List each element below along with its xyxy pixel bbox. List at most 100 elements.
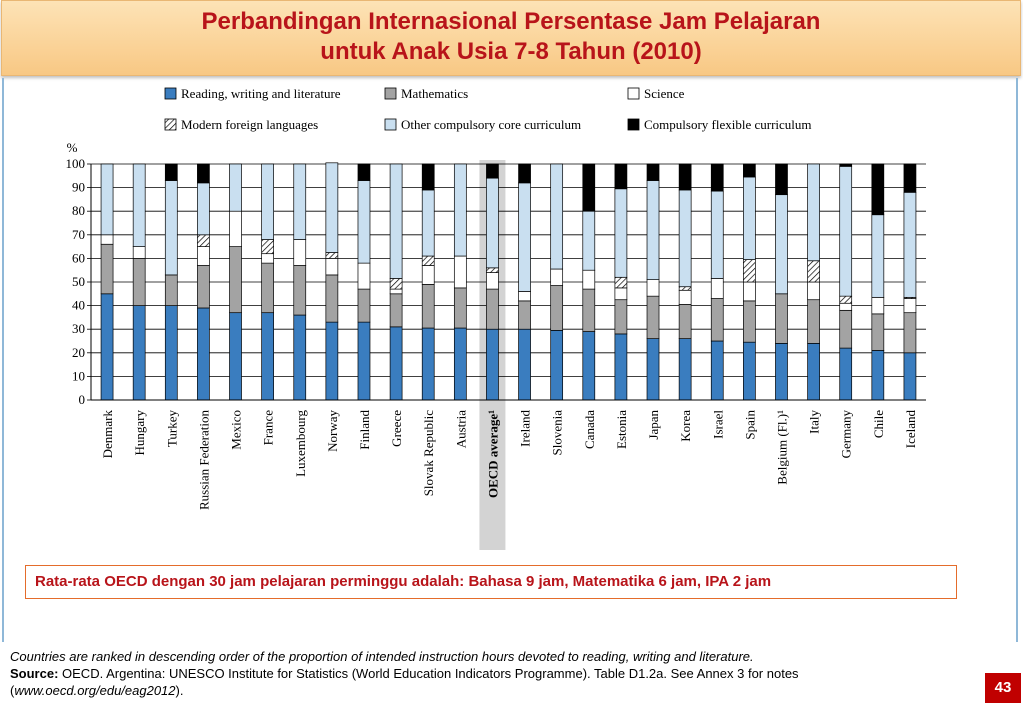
x-tick-label: Mexico xyxy=(229,410,244,450)
bar-segment-reading xyxy=(614,333,628,401)
bar-segment-other xyxy=(646,180,660,280)
bar-segment-math xyxy=(678,304,692,339)
footnote: Countries are ranked in descending order… xyxy=(10,648,970,699)
x-tick-label: Turkey xyxy=(164,410,179,448)
bar-segment-foreign xyxy=(486,267,499,273)
legend-swatch-foreign xyxy=(164,118,177,131)
bar-group-israel: Israel xyxy=(710,163,725,439)
bar-segment-flexible xyxy=(710,163,724,192)
bar-segment-other xyxy=(550,163,564,270)
bar-segment-math xyxy=(518,300,531,330)
slide-title-line-2: untuk Anak Usia 7-8 Tahun (2010) xyxy=(320,38,702,65)
footnote-paren-close: ). xyxy=(175,683,184,698)
bar-segment-other xyxy=(582,210,596,271)
footnote-paren-open: ( xyxy=(10,683,15,698)
x-tick-label: Germany xyxy=(839,410,854,459)
bar-group-iceland: Iceland xyxy=(903,163,918,448)
x-tick-label: Korea xyxy=(678,410,693,442)
bar-segment-math xyxy=(421,284,435,329)
bar-group-austria: Austria xyxy=(453,163,468,448)
bar-segment-flexible xyxy=(164,163,178,181)
legend-swatch-other xyxy=(384,118,397,131)
bar-group-spain: Spain xyxy=(742,163,757,440)
bar-segment-science xyxy=(518,291,531,302)
x-tick-label: Japan xyxy=(646,410,661,440)
bar-segment-other xyxy=(100,163,114,236)
slide-title-bar: Perbandingan Internasional Persentase Ja… xyxy=(1,0,1021,76)
x-tick-label: Spain xyxy=(742,410,757,440)
bar-segment-math xyxy=(100,243,114,295)
legend-label: Modern foreign languages xyxy=(181,117,318,132)
bar-segment-reading xyxy=(646,338,660,401)
bar-segment-math xyxy=(164,274,178,306)
bar-segment-flexible xyxy=(582,163,596,212)
bar-group-oecd-average: OECD average¹ xyxy=(485,163,500,498)
y-tick-label: 90 xyxy=(72,180,85,195)
callout-text: Rata-rata OECD dengan 30 jam pelajaran p… xyxy=(35,573,772,590)
footnote-url-line: (www.oecd.org/edu/eag2012). xyxy=(10,682,970,699)
bar-group-finland: Finland xyxy=(357,163,372,450)
bar-segment-other xyxy=(903,191,917,298)
bar-segment-reading xyxy=(710,340,724,401)
bar-segment-science xyxy=(582,269,596,290)
bar-segment-other xyxy=(678,189,692,288)
bar-group-chile: Chile xyxy=(871,163,886,438)
bar-segment-foreign xyxy=(678,286,692,291)
bar-segment-reading xyxy=(839,347,853,401)
bar-segment-math xyxy=(261,262,274,314)
bar-segment-other xyxy=(197,182,210,236)
stacked-bar-chart: Reading, writing and literature Mathemati… xyxy=(66,86,926,550)
y-tick-label: 50 xyxy=(72,274,85,289)
bar-group-estonia: Estonia xyxy=(614,163,629,449)
bar-segment-reading xyxy=(164,305,178,401)
bar-segment-other xyxy=(229,163,242,212)
bar-segment-science xyxy=(325,258,339,276)
bar-segment-reading xyxy=(100,293,114,401)
bar-segment-reading xyxy=(775,343,788,401)
bar-segment-science xyxy=(839,302,853,311)
footnote-source-label: Source: xyxy=(10,666,59,681)
legend-label: Compulsory flexible curriculum xyxy=(644,117,812,132)
bar-segment-math xyxy=(775,293,788,344)
bar-segment-science xyxy=(678,289,692,305)
x-tick-label: Norway xyxy=(325,410,340,452)
bar-segment-foreign xyxy=(261,239,274,255)
bar-segment-reading xyxy=(293,314,307,401)
bar-segment-math xyxy=(197,265,210,309)
bar-segment-reading xyxy=(743,341,756,401)
x-tick-label: Chile xyxy=(871,410,886,438)
bar-group-belgium-fl: Belgium (Fl.)¹ xyxy=(774,163,789,485)
bar-segment-science xyxy=(646,279,660,297)
bar-group-italy: Italy xyxy=(807,163,822,434)
bar-segment-foreign xyxy=(807,260,820,283)
x-tick-label: Greece xyxy=(389,410,404,447)
x-tick-label: Denmark xyxy=(100,410,115,459)
bar-segment-math xyxy=(743,300,756,343)
bar-segment-reading xyxy=(550,330,564,401)
bar-segment-flexible xyxy=(871,163,885,216)
x-tick-label: Russian Federation xyxy=(196,410,211,511)
x-tick-label: Ireland xyxy=(518,410,533,447)
bar-segment-foreign xyxy=(197,234,210,247)
bar-segment-other xyxy=(839,166,853,297)
bar-segment-math xyxy=(293,265,307,316)
bar-segment-math xyxy=(710,298,724,342)
x-tick-label: Estonia xyxy=(614,410,629,449)
bar-segment-flexible xyxy=(486,163,499,179)
bar-group-greece: Greece xyxy=(389,163,404,447)
bar-segment-math xyxy=(229,246,242,314)
bar-segment-science xyxy=(229,210,242,247)
footnote-url-link[interactable]: www.oecd.org/edu/eag2012 xyxy=(14,683,176,698)
bar-segment-foreign xyxy=(421,255,435,266)
bar-segment-science xyxy=(486,272,499,290)
legend-swatch-science xyxy=(627,87,640,100)
bar-segment-reading xyxy=(871,350,885,401)
bar-segment-other xyxy=(293,163,307,240)
footnote-source-line: Source: OECD. Argentina: UNESCO Institut… xyxy=(10,665,970,682)
x-tick-label: Belgium (Fl.)¹ xyxy=(774,410,789,485)
legend-swatch-reading xyxy=(164,87,177,100)
bar-segment-math xyxy=(132,258,146,306)
bar-segment-science xyxy=(614,287,628,301)
bar-segment-science xyxy=(710,278,724,299)
bar-segment-other xyxy=(710,190,724,279)
